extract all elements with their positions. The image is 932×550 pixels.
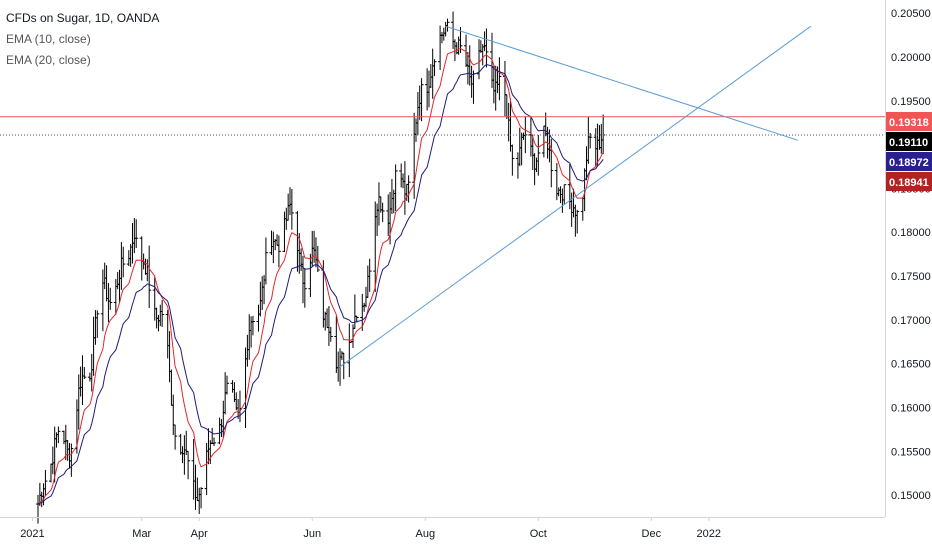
y-tick-label: 0.15500	[891, 446, 931, 458]
price-tag: 0.19110	[886, 132, 932, 151]
y-tick-label: 0.17000	[891, 315, 931, 327]
price-tag: 0.18941	[886, 172, 932, 191]
y-tick-label: 0.20500	[891, 8, 931, 20]
ema-20-line	[37, 63, 604, 505]
y-tick-label: 0.19500	[891, 96, 931, 108]
ohlc-bar	[82, 366, 87, 380]
ohlc-bar	[510, 144, 515, 176]
ohlc-bar	[302, 268, 307, 308]
ohlc-bar	[56, 426, 61, 444]
chart-legend: CFDs on Sugar, 1D, OANDA EMA (10, close)…	[6, 8, 159, 71]
ohlc-bar	[328, 326, 333, 342]
ohlc-bar	[108, 287, 113, 310]
ohlc-bar	[575, 209, 580, 234]
ohlc-bar	[393, 164, 398, 211]
ohlc-bar	[95, 310, 100, 338]
ohlc-bar	[497, 57, 502, 101]
price-tag: 0.19318	[886, 112, 932, 131]
ohlc-bar	[432, 59, 437, 77]
x-tick-label: Aug	[415, 528, 435, 540]
symbol-title[interactable]: CFDs on Sugar, 1D, OANDA	[6, 11, 160, 25]
trendline-1	[445, 25, 798, 141]
ohlc-bar	[212, 437, 217, 447]
ohlc-bar	[406, 175, 411, 203]
price-axis	[885, 0, 932, 550]
x-tick-label: Mar	[132, 528, 151, 540]
ohlc-bar	[173, 424, 178, 450]
ohlc-bar	[69, 443, 74, 477]
ohlc-bar	[562, 184, 567, 205]
x-tick-label: Dec	[642, 528, 662, 540]
ohlc-bar	[121, 246, 126, 278]
ema-fast-label[interactable]: EMA (10, close)	[6, 32, 91, 46]
x-tick-label: 2022	[697, 528, 721, 540]
ohlc-bar	[263, 237, 268, 285]
ohlc-bar	[186, 450, 191, 480]
svg-text:0.19318: 0.19318	[889, 117, 929, 129]
ohlc-bar	[360, 293, 365, 331]
y-tick-label: 0.17500	[891, 271, 931, 283]
ema-slow-label[interactable]: EMA (20, close)	[6, 53, 91, 67]
y-tick-label: 0.18000	[891, 227, 931, 239]
trendline-2	[337, 25, 811, 369]
ohlc-bar	[380, 202, 385, 223]
ohlc-bar	[134, 219, 139, 248]
y-tick-label: 0.15000	[891, 490, 931, 502]
ohlc-bar	[536, 135, 541, 176]
ohlc-bar	[43, 469, 48, 497]
ohlc-bar	[484, 28, 489, 68]
ohlc-bar	[445, 18, 450, 32]
ohlc-bar	[367, 258, 372, 292]
ohlc-bar	[250, 315, 255, 336]
ema-10-line	[37, 47, 604, 505]
ohlc-bar	[419, 78, 424, 122]
x-tick-label: 2021	[20, 528, 44, 540]
ohlc-bar	[199, 487, 204, 509]
svg-text:0.19110: 0.19110	[889, 137, 928, 149]
ohlc-bar	[588, 132, 593, 149]
ohlc-bar	[276, 235, 281, 268]
ohlc-bar	[352, 294, 357, 329]
ohlc-bar	[160, 300, 165, 328]
y-tick-label: 0.20000	[891, 52, 931, 64]
ohlc-bar	[225, 375, 230, 395]
y-tick-label: 0.16000	[891, 402, 931, 414]
x-tick-label: Jun	[303, 528, 321, 540]
x-tick-label: Apr	[191, 528, 208, 540]
svg-text:0.18941: 0.18941	[889, 177, 929, 189]
ohlc-bar	[347, 323, 352, 378]
x-tick-label: Oct	[530, 528, 547, 540]
svg-text:0.18972: 0.18972	[889, 157, 929, 169]
ohlc-bar	[289, 189, 294, 230]
y-tick-label: 0.16500	[891, 359, 931, 371]
ohlc-bar	[549, 138, 554, 188]
price-tag: 0.18972	[886, 152, 932, 171]
